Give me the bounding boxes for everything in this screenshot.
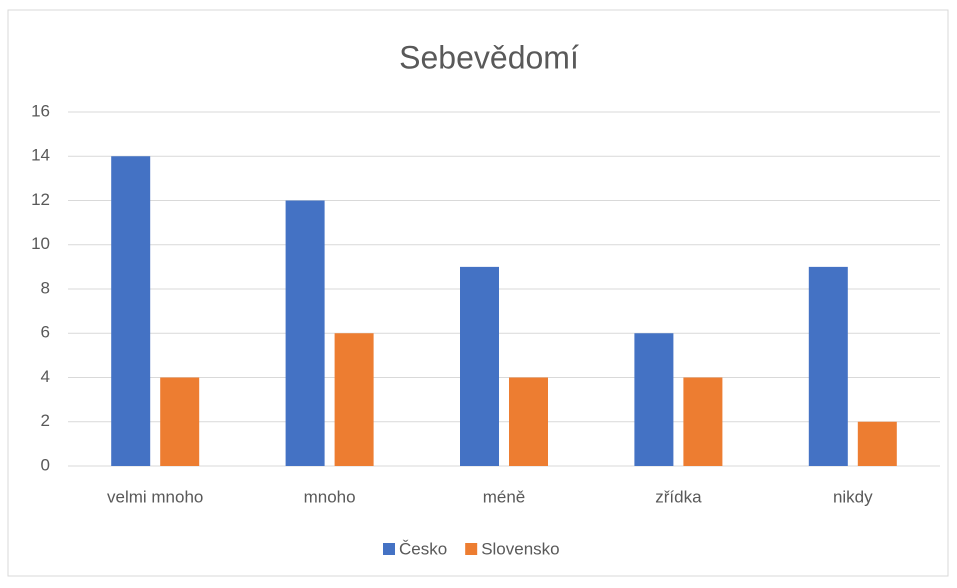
y-tick-label: 4: [41, 367, 50, 386]
y-tick-label: 14: [31, 146, 50, 165]
x-tick-label: nikdy: [833, 487, 873, 506]
y-tick-label: 10: [31, 234, 50, 253]
y-tick-label: 0: [41, 455, 50, 474]
bar: [334, 333, 374, 466]
legend-label: Česko: [399, 539, 447, 558]
y-tick-label: 6: [41, 323, 50, 342]
x-tick-label: méně: [483, 487, 526, 506]
bar: [160, 377, 200, 466]
bar: [634, 333, 674, 466]
chart-title: Sebevědomí: [399, 39, 579, 75]
y-tick-label: 12: [31, 190, 50, 209]
bar: [509, 377, 548, 466]
x-tick-label: zřídka: [655, 487, 702, 506]
legend-swatch: [465, 543, 478, 555]
y-tick-label: 8: [41, 278, 50, 297]
x-tick-label: mnoho: [304, 487, 356, 506]
legend-swatch: [383, 543, 395, 555]
bar: [808, 266, 848, 466]
bar: [683, 377, 723, 466]
bar: [857, 421, 897, 466]
bar: [460, 266, 499, 466]
y-tick-label: 16: [31, 101, 50, 120]
bar: [285, 200, 325, 466]
bar: [111, 156, 151, 466]
y-tick-label: 2: [41, 411, 50, 430]
x-tick-label: velmi mnoho: [107, 487, 203, 506]
legend-label: Slovensko: [481, 539, 559, 558]
